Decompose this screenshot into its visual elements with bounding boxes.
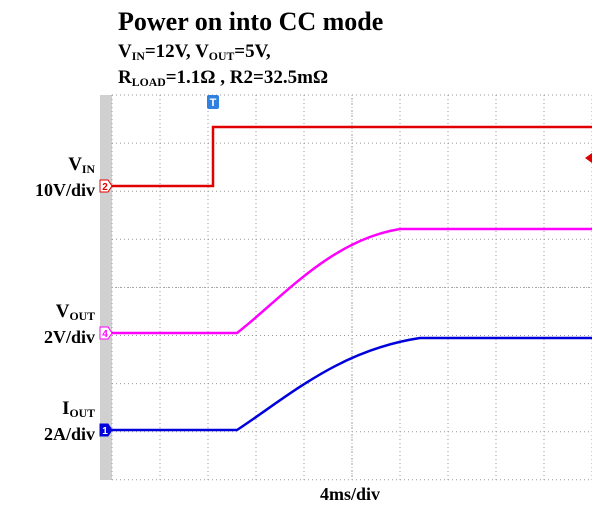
channel-marker: 2	[102, 182, 108, 193]
text-segment: V	[56, 301, 70, 322]
label: VIN	[68, 154, 95, 176]
scope-side-bar	[100, 95, 112, 480]
channel-scale: 10V/div	[35, 180, 95, 200]
text-segment: V	[118, 41, 132, 62]
trigger-marker: T	[210, 97, 217, 109]
subscript: LOAD	[132, 76, 166, 89]
label: RLOAD=1.1Ω , R2=32.5mΩ	[118, 67, 328, 89]
vin-trace	[112, 125, 592, 188]
channel-scale: 2A/div	[44, 424, 95, 444]
level-marker	[585, 153, 592, 163]
subscript: OUT	[70, 407, 96, 420]
label: IOUT	[62, 398, 95, 420]
channel-marker: 1	[102, 426, 108, 437]
text-segment: =12V, V	[145, 41, 209, 62]
subscript: OUT	[209, 50, 235, 63]
grid	[111, 94, 592, 481]
channel-marker-box	[99, 326, 113, 340]
channel-scale: 2V/div	[44, 327, 95, 347]
channel-marker-box	[99, 423, 113, 437]
text-segment: V	[68, 154, 82, 175]
channel-marker-box	[99, 179, 113, 193]
subscript: IN	[82, 163, 96, 176]
timebase: 4ms/div	[320, 484, 380, 504]
iout-trace	[112, 336, 592, 432]
label: VOUT	[56, 301, 95, 323]
channel-marker: 4	[102, 329, 108, 340]
title: Power on into CC mode	[118, 7, 383, 36]
vout-trace	[112, 227, 592, 335]
text-segment: =5V,	[234, 41, 271, 62]
text-segment: I	[62, 398, 69, 419]
label: VIN=12V, VOUT=5V,	[118, 41, 271, 63]
text-segment: =1.1Ω , R2=32.5mΩ	[166, 67, 328, 88]
conditions: VIN=12V, VOUT=5V, RLOAD=1.1Ω , R2=32.5mΩ	[118, 41, 328, 89]
subscript: OUT	[70, 310, 96, 323]
text-segment: R	[118, 67, 132, 88]
trigger-marker-box	[207, 95, 219, 109]
subscript: IN	[132, 50, 146, 63]
